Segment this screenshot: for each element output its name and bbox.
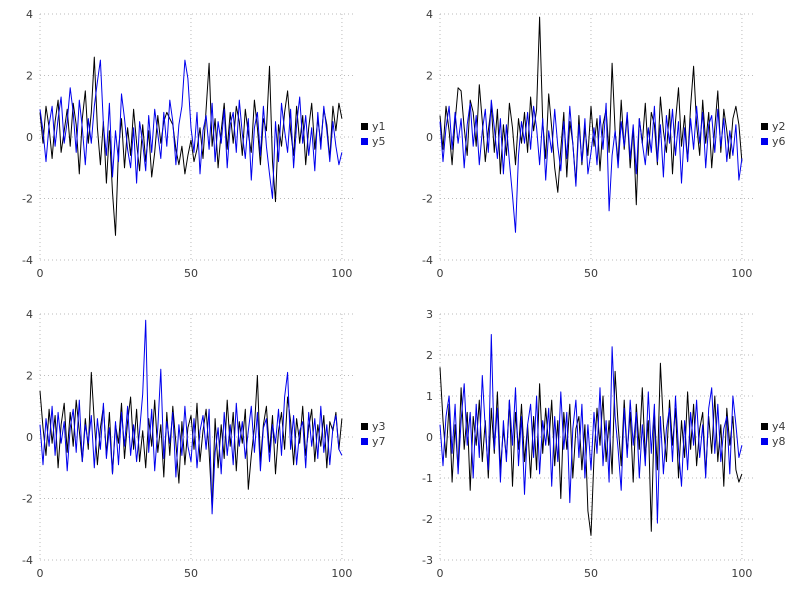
legend-swatch-y7	[361, 438, 368, 445]
y-tick-label: -2	[422, 193, 433, 206]
legend-swatch-y5	[361, 138, 368, 145]
legend-swatch-y6	[761, 138, 768, 145]
legend-swatch-y3	[361, 423, 368, 430]
legend-label-y7: y7	[372, 435, 386, 448]
x-tick-label: 50	[184, 267, 198, 280]
y-tick-label: 4	[26, 308, 33, 321]
legend-label-y3: y3	[372, 420, 386, 433]
y-tick-label: -2	[22, 493, 33, 506]
series-line-y5	[39, 59, 343, 199]
y-tick-label: 3	[426, 308, 433, 321]
plot-svg: -4 -2 0 2 4 0 50 100 y3 y7	[22, 308, 386, 580]
series-line-y6	[439, 99, 743, 233]
y-tick-label: 2	[426, 70, 433, 83]
plot-svg: -3 -2 -1 0 1 2 3 0 50 100 y4 y8	[422, 308, 786, 580]
x-tick-label: 50	[184, 567, 198, 580]
y-tick-label: 4	[26, 8, 33, 21]
y-tick-label: 1	[426, 390, 433, 403]
legend-label-y2: y2	[772, 120, 786, 133]
y-tick-label: -2	[422, 513, 433, 526]
chart-y3-y7: -4 -2 0 2 4 0 50 100 y3 y7	[0, 300, 400, 600]
x-tick-label: 100	[731, 567, 752, 580]
legend-swatch-y4	[761, 423, 768, 430]
x-tick-label: 100	[331, 567, 352, 580]
series-line-y7	[39, 319, 343, 515]
y-tick-label: 0	[26, 431, 33, 444]
x-tick-label: 50	[584, 267, 598, 280]
x-tick-label: 100	[731, 267, 752, 280]
plot-svg: -4 -2 0 2 4 0 50 100 y2 y6	[422, 8, 786, 280]
y-tick-label: 4	[426, 8, 433, 21]
y-tick-label: -2	[22, 193, 33, 206]
legend-label-y6: y6	[772, 135, 786, 148]
legend-swatch-y2	[761, 123, 768, 130]
y-tick-label: 2	[26, 370, 33, 383]
series-line-y3	[39, 371, 343, 509]
series-line-y1	[39, 56, 343, 236]
x-tick-label: 0	[37, 567, 44, 580]
chart-y2-y6: -4 -2 0 2 4 0 50 100 y2 y6	[400, 0, 800, 300]
legend-label-y5: y5	[372, 135, 386, 148]
y-tick-label: -1	[422, 472, 433, 485]
y-tick-label: -4	[422, 254, 433, 267]
legend-swatch-y1	[361, 123, 368, 130]
x-tick-label: 100	[331, 267, 352, 280]
x-tick-label: 0	[37, 267, 44, 280]
y-tick-label: -3	[422, 554, 433, 567]
y-tick-label: -4	[22, 554, 33, 567]
x-tick-label: 50	[584, 567, 598, 580]
legend-swatch-y8	[761, 438, 768, 445]
x-tick-label: 0	[437, 267, 444, 280]
y-tick-label: 2	[26, 70, 33, 83]
chart-y4-y8: -3 -2 -1 0 1 2 3 0 50 100 y4 y8	[400, 300, 800, 600]
y-tick-label: 0	[426, 431, 433, 444]
y-tick-label: -4	[22, 254, 33, 267]
legend-label-y1: y1	[372, 120, 386, 133]
plot-svg: -4 -2 0 2 4 0 50 100 y1 y5	[22, 8, 386, 280]
legend-label-y8: y8	[772, 435, 786, 448]
x-tick-label: 0	[437, 567, 444, 580]
chart-y1-y5: -4 -2 0 2 4 0 50 100 y1 y5	[0, 0, 400, 300]
y-tick-label: 0	[26, 131, 33, 144]
y-tick-label: 0	[426, 131, 433, 144]
series-line-y8	[439, 334, 743, 524]
legend-label-y4: y4	[772, 420, 786, 433]
y-tick-label: 2	[426, 349, 433, 362]
series-line-y4	[439, 362, 743, 536]
